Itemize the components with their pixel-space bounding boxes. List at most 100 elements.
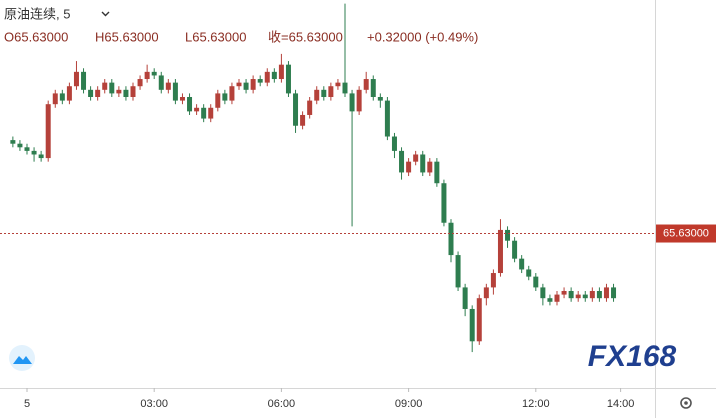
x-tick-label: 5 — [24, 398, 30, 410]
candle-body — [66, 86, 72, 101]
candle-body — [278, 64, 284, 80]
gear[interactable] — [680, 397, 692, 409]
candle-body — [420, 154, 426, 173]
candle-body — [455, 255, 461, 288]
candle-body — [215, 93, 221, 108]
candle-body — [547, 298, 553, 302]
candle-body — [250, 79, 256, 90]
price-label: 65.63000 — [663, 227, 709, 239]
candle-body — [533, 276, 539, 288]
candle-body — [285, 64, 291, 94]
candle-body — [130, 86, 136, 97]
candle-body — [328, 86, 334, 97]
candle-body — [88, 89, 94, 97]
candle-body — [441, 183, 447, 223]
candle-body — [399, 150, 405, 173]
candle-body — [271, 71, 277, 80]
gear-center[interactable] — [684, 401, 688, 405]
candle-body — [568, 291, 574, 299]
candle-body — [95, 89, 101, 97]
logo-cloud[interactable] — [13, 356, 32, 364]
candle-body — [45, 104, 51, 159]
candle-body — [505, 229, 511, 241]
candle-body — [10, 140, 16, 144]
candle-body — [448, 222, 454, 256]
symbol-menu-icon[interactable] — [101, 11, 110, 17]
candle-body — [335, 82, 341, 87]
candle-body — [229, 86, 235, 101]
candle-body — [413, 154, 419, 162]
candle-body — [81, 71, 87, 90]
candle-body — [314, 89, 320, 101]
x-tick-label: 12:00 — [522, 398, 550, 410]
candle-body — [17, 143, 23, 148]
candle-body — [158, 75, 164, 90]
symbol[interactable]: 原油连续, 5 — [4, 6, 70, 21]
candle-body — [349, 93, 355, 112]
candle-body — [59, 93, 65, 101]
settings-icon[interactable] — [680, 397, 692, 409]
candle-body — [73, 71, 79, 87]
watermark: FX168 — [588, 340, 677, 373]
candle-body — [391, 136, 397, 151]
candle-body — [497, 229, 503, 274]
candle-body — [363, 79, 369, 90]
logo-circle[interactable] — [9, 345, 35, 371]
candle-body — [519, 258, 525, 270]
candle-body — [575, 294, 581, 299]
logo[interactable] — [9, 345, 35, 371]
candle-body — [434, 161, 440, 184]
candle-body — [243, 82, 249, 90]
candle-body — [24, 147, 30, 151]
candle-body — [222, 93, 228, 101]
candle-body — [179, 97, 185, 101]
candle-body — [554, 294, 560, 302]
candle-body — [257, 79, 263, 83]
x-tick-label: 09:00 — [395, 398, 423, 410]
candle-body — [172, 82, 178, 101]
candle-body — [582, 294, 588, 299]
candle-body — [561, 291, 567, 295]
x-tick-label: 06:00 — [268, 398, 296, 410]
candle-body — [370, 79, 376, 97]
candle-body — [116, 89, 122, 94]
candle-body — [377, 97, 383, 101]
candle-body — [300, 114, 306, 126]
candle-body — [151, 71, 157, 76]
candle-body — [208, 107, 214, 119]
candle-body — [490, 273, 496, 288]
candle-body — [356, 89, 362, 112]
candle-body — [483, 287, 489, 299]
candle-body — [462, 287, 468, 309]
candle-body — [144, 71, 150, 80]
candle-body — [589, 291, 595, 299]
candle-body — [236, 82, 242, 87]
candle-body — [476, 298, 482, 342]
candle-body — [526, 269, 532, 277]
candle-body — [102, 82, 108, 90]
candle-body — [307, 100, 313, 115]
candle-body — [38, 154, 44, 159]
candle-body — [165, 82, 171, 90]
candle-body — [512, 240, 518, 259]
candle-body — [427, 161, 433, 173]
candle-body — [201, 107, 207, 119]
candle-body — [52, 93, 58, 105]
candle-body — [384, 100, 390, 137]
price-label-bg — [656, 224, 716, 243]
candle-body — [31, 150, 37, 155]
candle-body — [123, 89, 129, 97]
candle-body — [187, 97, 193, 112]
candle-body — [540, 287, 546, 299]
ohlc-low: L65.63000 — [185, 29, 246, 44]
ohlc-high: H65.63000 — [95, 29, 159, 44]
ohlc-open: O65.63000 — [4, 29, 68, 44]
ohlc-change: +0.32000 (+0.49%) — [367, 29, 478, 44]
candle-body — [194, 107, 200, 112]
candle-body — [596, 291, 602, 299]
candle-body — [406, 161, 412, 173]
candle-body — [137, 79, 143, 87]
candle-body — [342, 82, 348, 94]
